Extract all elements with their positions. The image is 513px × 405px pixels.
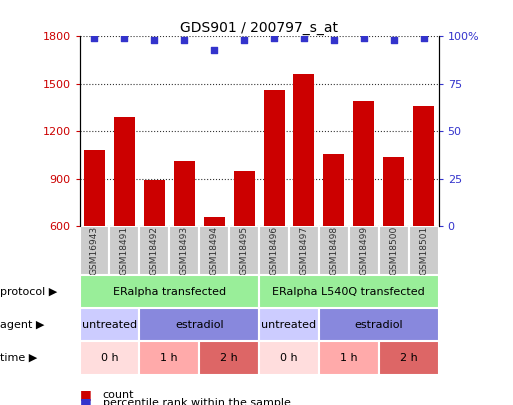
Bar — [383, 157, 404, 226]
Point — [300, 35, 308, 42]
Point — [390, 37, 398, 43]
FancyBboxPatch shape — [199, 226, 229, 275]
FancyBboxPatch shape — [289, 226, 319, 275]
Text: estradiol: estradiol — [175, 320, 224, 330]
Title: GDS901 / 200797_s_at: GDS901 / 200797_s_at — [180, 21, 338, 35]
Text: estradiol: estradiol — [354, 320, 403, 330]
Text: untreated: untreated — [82, 320, 137, 330]
Text: GSM18493: GSM18493 — [180, 226, 189, 275]
Text: agent ▶: agent ▶ — [0, 320, 45, 330]
FancyBboxPatch shape — [379, 341, 439, 375]
Point — [180, 37, 188, 43]
FancyBboxPatch shape — [259, 308, 319, 341]
FancyBboxPatch shape — [169, 226, 199, 275]
FancyBboxPatch shape — [199, 341, 259, 375]
Text: GSM18497: GSM18497 — [300, 226, 308, 275]
FancyBboxPatch shape — [80, 226, 109, 275]
FancyBboxPatch shape — [409, 226, 439, 275]
Point — [330, 37, 338, 43]
Bar — [84, 150, 105, 226]
Bar — [293, 75, 314, 226]
Point — [420, 35, 428, 42]
Text: 0 h: 0 h — [280, 353, 298, 363]
FancyBboxPatch shape — [379, 226, 409, 275]
Bar — [204, 217, 225, 226]
Bar — [174, 162, 195, 226]
Text: 1 h: 1 h — [161, 353, 178, 363]
Text: ERalpha L540Q transfected: ERalpha L540Q transfected — [272, 287, 425, 296]
FancyBboxPatch shape — [259, 275, 439, 308]
FancyBboxPatch shape — [259, 341, 319, 375]
FancyBboxPatch shape — [319, 226, 349, 275]
Text: time ▶: time ▶ — [0, 353, 37, 363]
Point — [210, 47, 219, 53]
Text: protocol ▶: protocol ▶ — [0, 287, 57, 296]
Bar — [144, 180, 165, 226]
Text: GSM18492: GSM18492 — [150, 226, 159, 275]
Text: ■: ■ — [80, 396, 91, 405]
FancyBboxPatch shape — [259, 226, 289, 275]
Text: 2 h: 2 h — [220, 353, 238, 363]
Text: GSM16943: GSM16943 — [90, 226, 99, 275]
Text: count: count — [103, 390, 134, 400]
Bar — [114, 117, 135, 226]
FancyBboxPatch shape — [140, 308, 259, 341]
Text: GSM18501: GSM18501 — [419, 226, 428, 275]
Bar — [353, 101, 374, 226]
FancyBboxPatch shape — [229, 226, 259, 275]
Text: GSM18494: GSM18494 — [210, 226, 219, 275]
Text: GSM18491: GSM18491 — [120, 226, 129, 275]
Text: 2 h: 2 h — [400, 353, 418, 363]
Text: 1 h: 1 h — [340, 353, 358, 363]
Point — [90, 35, 98, 42]
Text: ERalpha transfected: ERalpha transfected — [113, 287, 226, 296]
Text: GSM18499: GSM18499 — [359, 226, 368, 275]
FancyBboxPatch shape — [80, 341, 140, 375]
Text: GSM18498: GSM18498 — [329, 226, 339, 275]
Bar — [264, 90, 285, 226]
FancyBboxPatch shape — [349, 226, 379, 275]
Text: GSM18495: GSM18495 — [240, 226, 249, 275]
FancyBboxPatch shape — [319, 341, 379, 375]
Text: 0 h: 0 h — [101, 353, 119, 363]
Bar — [413, 106, 434, 226]
FancyBboxPatch shape — [140, 226, 169, 275]
Point — [120, 35, 128, 42]
Text: percentile rank within the sample: percentile rank within the sample — [103, 398, 290, 405]
Text: ■: ■ — [80, 388, 91, 401]
Text: GSM18500: GSM18500 — [389, 226, 398, 275]
Point — [360, 35, 368, 42]
Point — [150, 37, 159, 43]
Bar — [233, 171, 254, 226]
Point — [240, 37, 248, 43]
FancyBboxPatch shape — [109, 226, 140, 275]
Point — [270, 35, 278, 42]
FancyBboxPatch shape — [319, 308, 439, 341]
Bar — [323, 153, 344, 226]
FancyBboxPatch shape — [140, 341, 199, 375]
Text: untreated: untreated — [262, 320, 317, 330]
FancyBboxPatch shape — [80, 275, 259, 308]
FancyBboxPatch shape — [80, 308, 140, 341]
Text: GSM18496: GSM18496 — [269, 226, 279, 275]
